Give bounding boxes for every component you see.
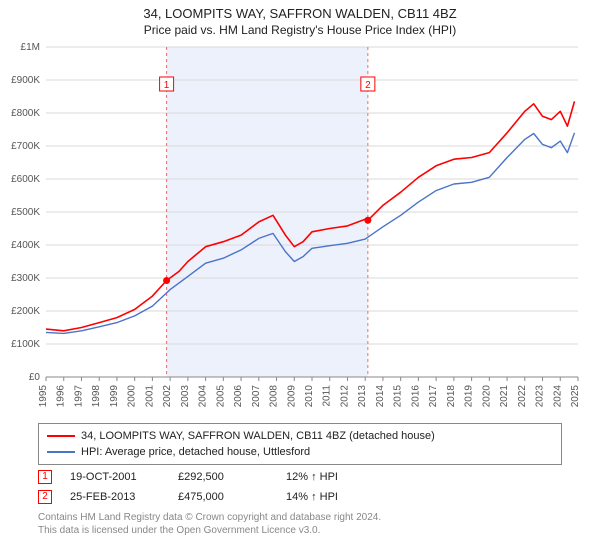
svg-text:2006: 2006 [233,385,244,408]
svg-text:2014: 2014 [375,385,386,408]
svg-text:£300K: £300K [11,273,40,284]
svg-text:1: 1 [164,80,170,91]
svg-text:1996: 1996 [56,385,67,408]
svg-text:£900K: £900K [11,75,40,86]
svg-text:2017: 2017 [428,385,439,408]
svg-text:2000: 2000 [127,385,138,408]
svg-text:1998: 1998 [91,385,102,408]
legend: 34, LOOMPITS WAY, SAFFRON WALDEN, CB11 4… [38,423,562,465]
svg-text:2012: 2012 [339,385,350,408]
events-table: 1 19-OCT-2001 £292,500 12% ↑ HPI 2 25-FEB-201… [38,467,562,507]
svg-text:2020: 2020 [481,385,492,408]
legend-swatch [47,435,75,437]
svg-text:2025: 2025 [570,385,581,408]
svg-text:2005: 2005 [215,385,226,408]
svg-text:2: 2 [365,80,371,91]
svg-text:2011: 2011 [322,385,333,407]
svg-text:2004: 2004 [198,385,209,408]
svg-text:2015: 2015 [393,385,404,408]
legend-row: 34, LOOMPITS WAY, SAFFRON WALDEN, CB11 4… [47,428,553,444]
svg-text:2018: 2018 [446,385,457,408]
svg-text:£800K: £800K [11,108,40,119]
chart-area: £0 £100K £200K £300K £400K £500K £600K £700K £80… [0,39,600,419]
event-marker: 2 [38,490,52,504]
svg-text:2007: 2007 [251,385,262,408]
svg-text:2021: 2021 [499,385,510,408]
svg-text:£0: £0 [29,372,41,383]
svg-text:2013: 2013 [357,385,368,408]
svg-text:2016: 2016 [410,385,421,408]
event-delta: 12% ↑ HPI [286,467,376,487]
svg-text:£100K: £100K [11,339,40,350]
footer-line: Contains HM Land Registry data © Crown c… [38,511,562,524]
footer-line: This data is licensed under the Open Gov… [38,524,562,537]
svg-text:2008: 2008 [269,385,280,408]
svg-text:1999: 1999 [109,385,120,408]
svg-text:£500K: £500K [11,207,40,218]
svg-text:£1M: £1M [21,42,40,53]
event-date: 19-OCT-2001 [70,467,160,487]
svg-text:2022: 2022 [517,385,528,408]
svg-text:£600K: £600K [11,174,40,185]
svg-text:£200K: £200K [11,306,40,317]
event-date: 25-FEB-2013 [70,487,160,507]
svg-text:2003: 2003 [180,385,191,408]
footer-attribution: Contains HM Land Registry data © Crown c… [38,511,562,537]
chart-title: 34, LOOMPITS WAY, SAFFRON WALDEN, CB11 4… [0,6,600,21]
event-row: 2 25-FEB-2013 £475,000 14% ↑ HPI [38,487,562,507]
legend-row: HPI: Average price, detached house, Uttl… [47,444,553,460]
svg-text:2001: 2001 [144,385,155,408]
event-price: £292,500 [178,467,268,487]
svg-text:2019: 2019 [464,385,475,408]
svg-text:2023: 2023 [535,385,546,408]
svg-text:2024: 2024 [552,385,563,408]
legend-label: HPI: Average price, detached house, Uttl… [81,444,310,460]
legend-swatch [47,451,75,453]
chart-subtitle: Price paid vs. HM Land Registry's House … [0,23,600,37]
chart-header: 34, LOOMPITS WAY, SAFFRON WALDEN, CB11 4… [0,0,600,39]
legend-label: 34, LOOMPITS WAY, SAFFRON WALDEN, CB11 4… [81,428,435,444]
svg-text:2009: 2009 [286,385,297,408]
event-price: £475,000 [178,487,268,507]
svg-text:£400K: £400K [11,240,40,251]
svg-text:2002: 2002 [162,385,173,408]
chart-svg: £0 £100K £200K £300K £400K £500K £600K £700K £80… [0,39,600,419]
event-row: 1 19-OCT-2001 £292,500 12% ↑ HPI [38,467,562,487]
svg-text:2010: 2010 [304,385,315,408]
event-delta: 14% ↑ HPI [286,487,376,507]
svg-text:1997: 1997 [73,385,84,408]
svg-text:£700K: £700K [11,141,40,152]
event-marker: 1 [38,470,52,484]
svg-text:1995: 1995 [38,385,49,408]
